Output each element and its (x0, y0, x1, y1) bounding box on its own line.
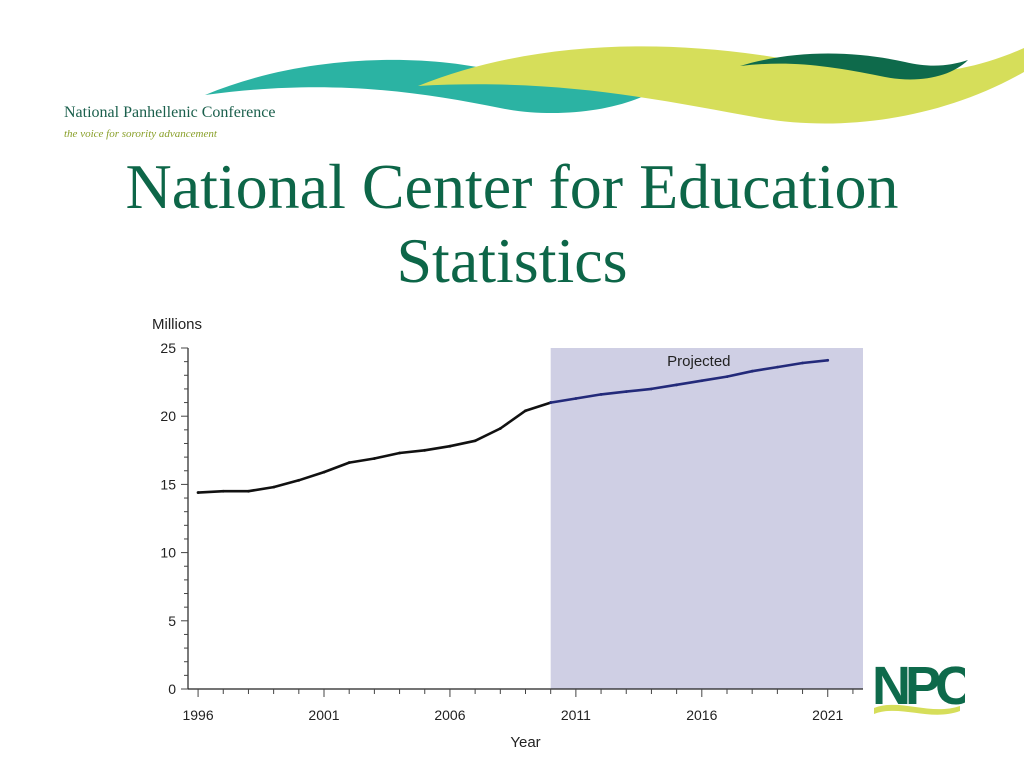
data-point-projected (801, 361, 804, 365)
x-tick-label: 2006 (434, 707, 465, 723)
y-tick-label: 10 (160, 545, 176, 561)
banner-ribbons (205, 46, 1024, 124)
data-point-projected (624, 390, 628, 394)
slide-title-line-2: Statistics (396, 225, 628, 296)
series-line-projected (550, 359, 828, 404)
y-tick-label: 0 (168, 681, 176, 697)
data-point-actual (272, 485, 276, 489)
y-tick-label: 5 (168, 613, 176, 629)
data-point-actual (247, 489, 250, 493)
data-point-actual (297, 478, 301, 482)
x-tick-label: 2021 (812, 707, 843, 723)
y-tick-label: 20 (160, 408, 176, 424)
data-point-projected (775, 365, 779, 369)
data-point-actual (498, 427, 502, 430)
data-point-actual (372, 457, 376, 460)
data-point-actual (196, 491, 200, 494)
lime-ribbon (418, 46, 1024, 124)
x-tick-label: 2011 (561, 707, 591, 723)
data-point-projected (549, 401, 553, 404)
series-line-actual (198, 401, 552, 494)
teal-ribbon (205, 59, 665, 114)
data-point-actual (524, 409, 527, 413)
y-tick-label: 25 (160, 340, 176, 356)
org-name: National Panhellenic Conference (64, 104, 276, 121)
data-point-projected (650, 387, 653, 391)
data-point-actual (423, 448, 427, 452)
x-axis-label: Year (510, 734, 540, 751)
org-tagline: the voice for sorority advancement (64, 128, 217, 140)
slide-title: National Center for Education Statistics (0, 150, 1024, 298)
npc-logo: NPC (872, 656, 965, 716)
data-point-projected (599, 392, 603, 396)
data-point-actual (347, 461, 351, 464)
data-point-actual (322, 470, 326, 474)
dark-green-ribbon (740, 53, 968, 80)
data-point-projected (750, 369, 754, 373)
data-point-projected (675, 383, 679, 387)
x-tick-label: 1996 (182, 707, 213, 723)
data-point-actual (221, 489, 225, 493)
data-point-projected (574, 397, 578, 400)
slide-title-line-1: National Center for Education (125, 151, 899, 222)
projected-region (550, 348, 863, 689)
y-tick-label: 15 (160, 476, 176, 492)
data-point-actual (473, 439, 477, 443)
data-point-actual (398, 451, 401, 455)
y-axis-label: Millions (152, 316, 202, 333)
npc-logo-swoosh (874, 704, 960, 715)
x-tick-label: 2001 (308, 707, 339, 723)
data-point-projected (826, 358, 830, 362)
data-point-projected (700, 379, 704, 383)
projected-label: Projected (667, 353, 730, 370)
data-point-actual (448, 444, 452, 448)
x-tick-label: 2016 (686, 707, 717, 723)
data-point-projected (725, 375, 729, 379)
